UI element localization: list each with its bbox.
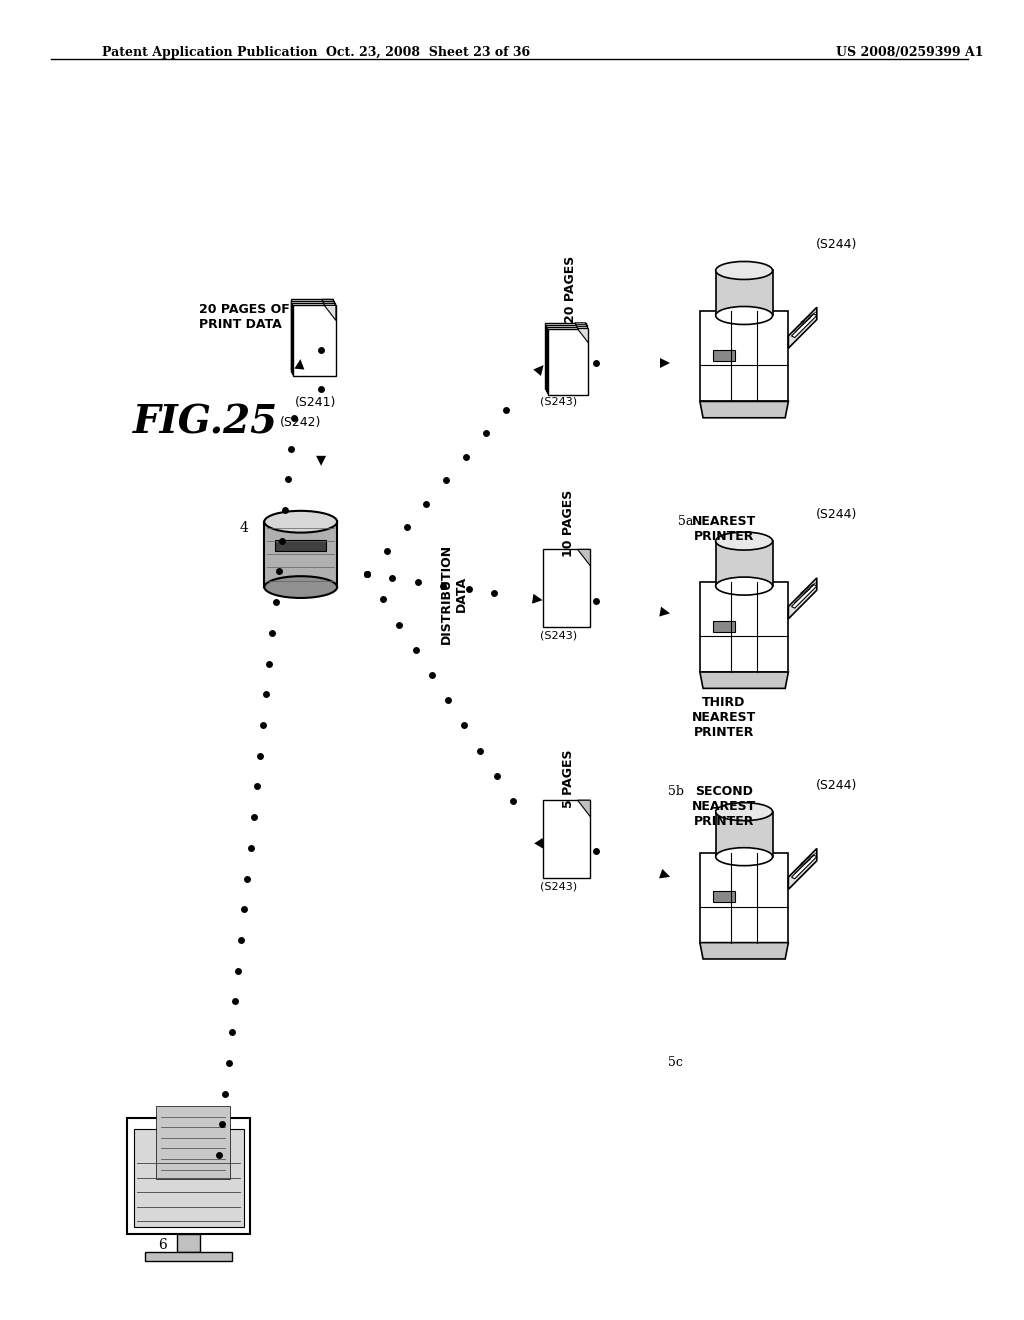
- FancyBboxPatch shape: [546, 325, 587, 391]
- Text: FIG.25: FIG.25: [132, 404, 278, 441]
- Ellipse shape: [716, 306, 772, 325]
- Text: NEAREST
PRINTER: NEAREST PRINTER: [691, 515, 756, 543]
- Polygon shape: [577, 326, 588, 341]
- Polygon shape: [323, 301, 334, 317]
- Ellipse shape: [716, 803, 772, 821]
- Text: (S243): (S243): [541, 631, 578, 642]
- Polygon shape: [325, 305, 336, 321]
- Ellipse shape: [264, 577, 337, 598]
- Polygon shape: [792, 855, 817, 879]
- Polygon shape: [788, 308, 817, 348]
- Polygon shape: [324, 304, 335, 318]
- Bar: [264, 521, 337, 587]
- Text: (S244): (S244): [815, 508, 857, 521]
- Ellipse shape: [716, 847, 772, 866]
- Polygon shape: [788, 578, 817, 619]
- Polygon shape: [578, 549, 591, 566]
- Polygon shape: [792, 314, 817, 338]
- Polygon shape: [788, 849, 817, 890]
- Text: 20 PAGES: 20 PAGES: [564, 256, 578, 323]
- FancyBboxPatch shape: [699, 312, 788, 401]
- Text: Patent Application Publication: Patent Application Publication: [102, 46, 317, 59]
- Text: 20 PAGES OF
PRINT DATA: 20 PAGES OF PRINT DATA: [199, 302, 290, 331]
- Polygon shape: [575, 325, 587, 339]
- FancyBboxPatch shape: [293, 304, 335, 374]
- Ellipse shape: [264, 511, 337, 532]
- Polygon shape: [578, 329, 589, 343]
- Polygon shape: [792, 585, 817, 609]
- Text: SECOND
NEAREST
PRINTER: SECOND NEAREST PRINTER: [691, 785, 756, 829]
- Text: Oct. 23, 2008  Sheet 23 of 36: Oct. 23, 2008 Sheet 23 of 36: [326, 46, 530, 59]
- Text: DISTRIBUTION
DATA: DISTRIBUTION DATA: [439, 544, 468, 644]
- FancyBboxPatch shape: [134, 1129, 244, 1228]
- Polygon shape: [699, 672, 788, 689]
- FancyBboxPatch shape: [699, 853, 788, 942]
- Text: (S242): (S242): [280, 416, 322, 429]
- Polygon shape: [322, 300, 333, 314]
- Bar: [716, 271, 772, 315]
- Bar: [716, 541, 772, 586]
- FancyBboxPatch shape: [547, 326, 588, 393]
- FancyBboxPatch shape: [292, 301, 334, 372]
- Bar: [713, 620, 735, 631]
- Text: 5 PAGES: 5 PAGES: [562, 750, 575, 808]
- FancyBboxPatch shape: [544, 549, 591, 627]
- FancyBboxPatch shape: [127, 1118, 250, 1234]
- Text: (S244): (S244): [815, 779, 857, 792]
- Bar: [713, 350, 735, 360]
- Ellipse shape: [716, 577, 772, 595]
- Text: (S243): (S243): [541, 882, 578, 892]
- Bar: [275, 540, 327, 550]
- Text: (S244): (S244): [815, 238, 857, 251]
- Bar: [713, 891, 735, 902]
- Text: 5c: 5c: [668, 1056, 683, 1069]
- Polygon shape: [699, 401, 788, 417]
- Text: 5a: 5a: [678, 515, 693, 528]
- FancyBboxPatch shape: [156, 1106, 230, 1179]
- FancyBboxPatch shape: [177, 1234, 200, 1253]
- Text: (S241): (S241): [295, 396, 337, 409]
- Text: 5b: 5b: [668, 785, 684, 799]
- Polygon shape: [574, 323, 586, 337]
- Ellipse shape: [716, 532, 772, 550]
- Text: 4: 4: [240, 521, 249, 535]
- Text: THIRD
NEAREST
PRINTER: THIRD NEAREST PRINTER: [691, 696, 756, 739]
- FancyBboxPatch shape: [293, 305, 336, 376]
- FancyBboxPatch shape: [548, 329, 589, 395]
- Text: 6: 6: [158, 1238, 167, 1253]
- Polygon shape: [699, 942, 788, 958]
- FancyBboxPatch shape: [544, 800, 591, 878]
- Text: US 2008/0259399 A1: US 2008/0259399 A1: [836, 46, 983, 59]
- Polygon shape: [578, 800, 591, 817]
- Text: (S243): (S243): [541, 396, 578, 407]
- Text: 10 PAGES: 10 PAGES: [562, 490, 575, 557]
- FancyBboxPatch shape: [291, 300, 333, 370]
- FancyBboxPatch shape: [546, 323, 586, 389]
- Ellipse shape: [716, 261, 772, 280]
- FancyBboxPatch shape: [145, 1253, 231, 1261]
- FancyBboxPatch shape: [699, 582, 788, 672]
- Bar: [716, 812, 772, 857]
